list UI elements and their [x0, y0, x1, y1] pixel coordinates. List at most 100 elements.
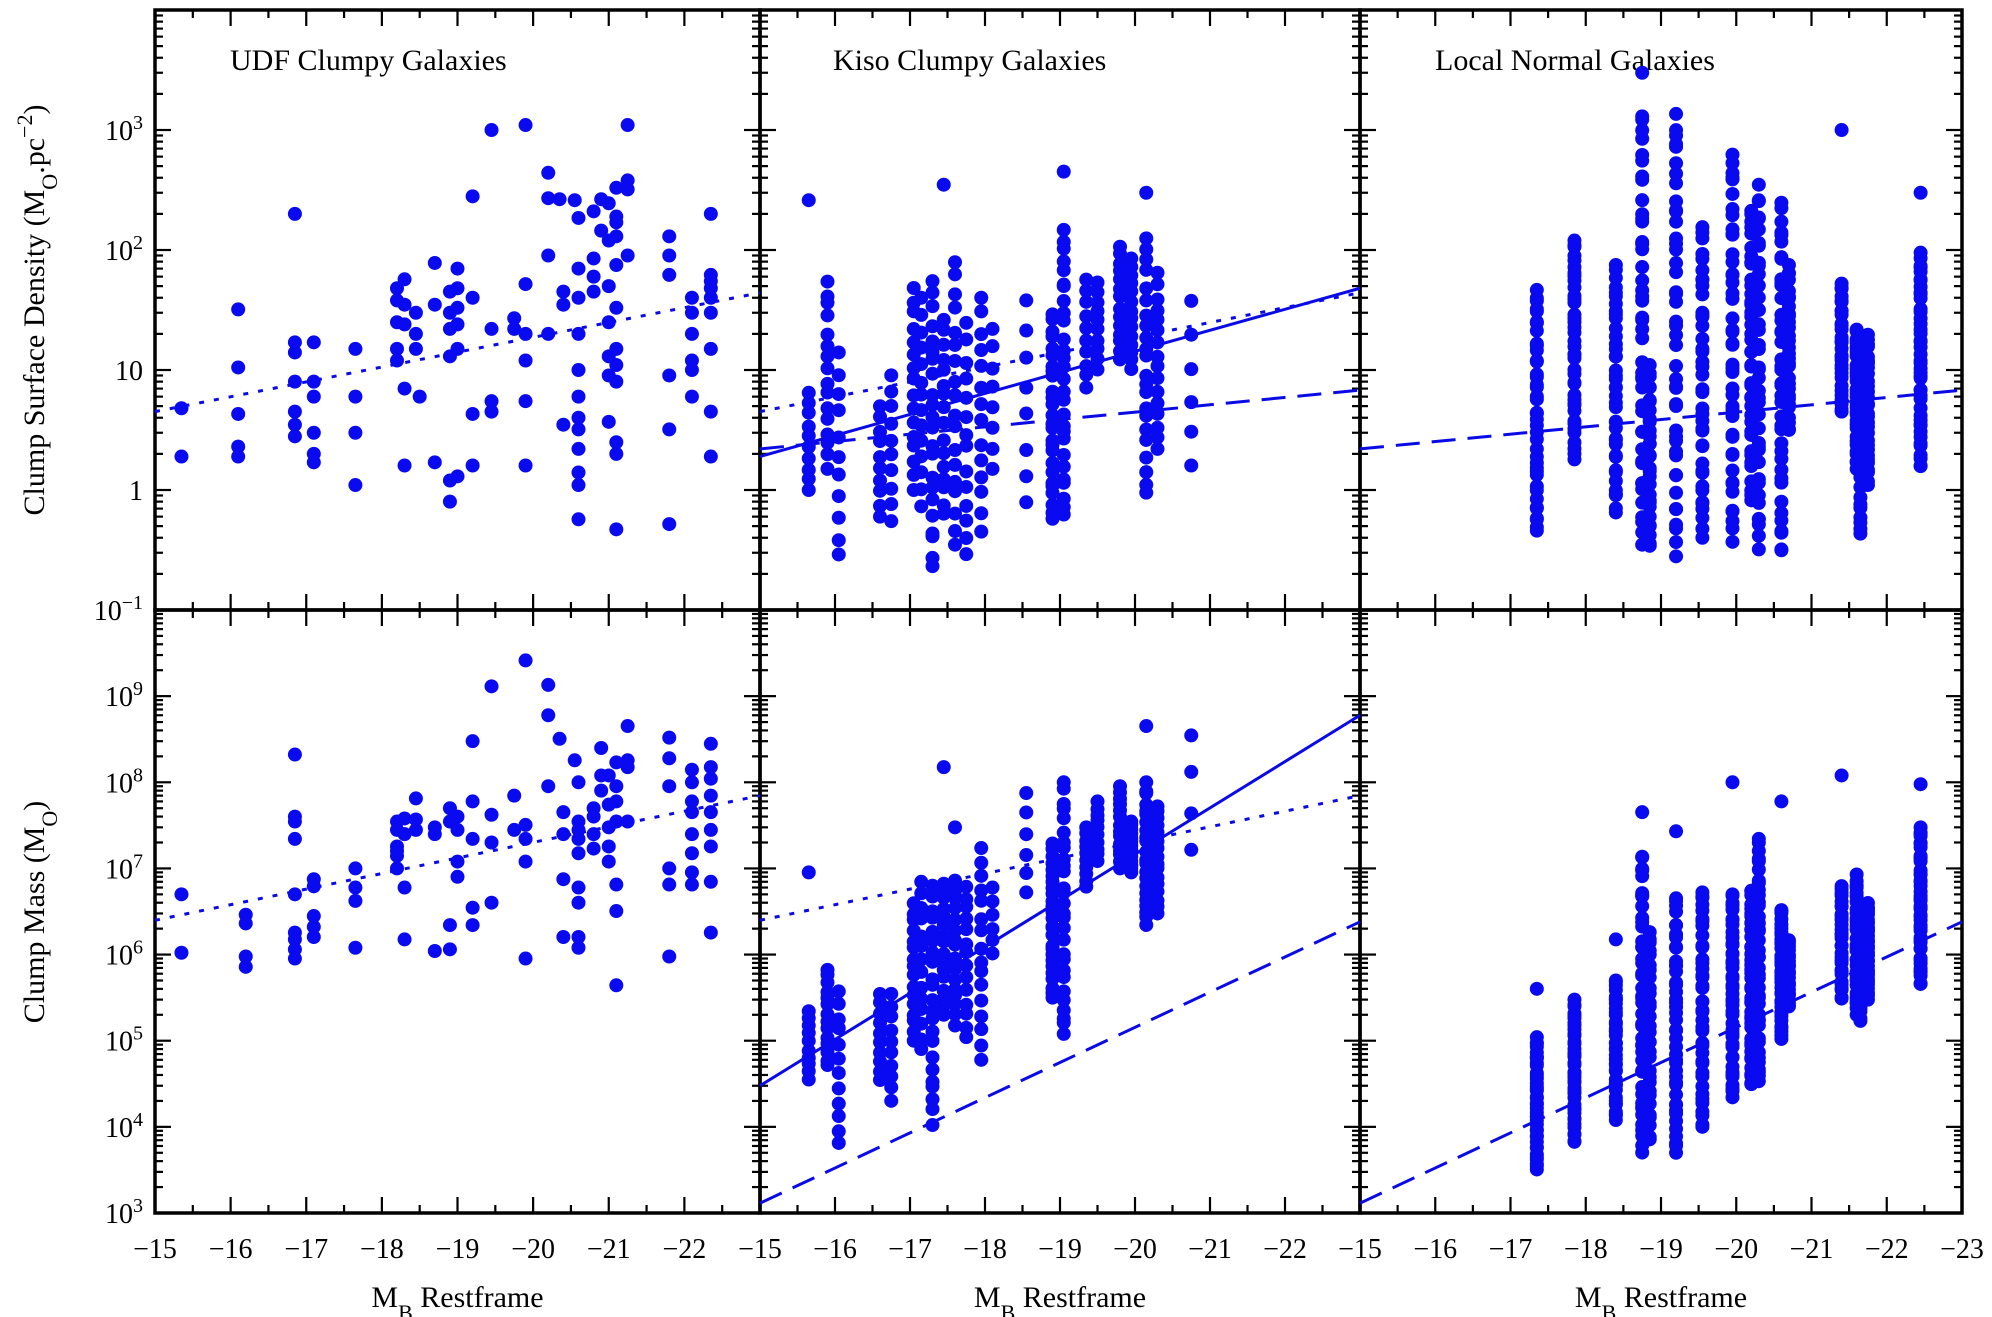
udf-mass-point — [518, 831, 533, 846]
kiso-mass-point — [1019, 885, 1034, 900]
local-density-point — [1725, 202, 1740, 217]
kiso-mass-point — [974, 955, 989, 970]
udf-density-point — [609, 257, 624, 272]
local-density-point — [1774, 214, 1789, 229]
local-mass-point — [1529, 981, 1544, 996]
udf-mass-point — [174, 887, 189, 902]
local-density-point — [1695, 247, 1710, 262]
kiso-density-point — [884, 384, 899, 399]
kiso-mass-point — [831, 996, 846, 1011]
local-density-point — [1669, 338, 1684, 353]
kiso-density-point — [1124, 362, 1139, 377]
x-tick-label: −20 — [511, 1234, 555, 1265]
kiso-mass-point — [925, 889, 940, 904]
udf-density-point — [348, 341, 363, 356]
kiso-density-point — [1019, 293, 1034, 308]
kiso-density-point — [925, 420, 940, 435]
kiso-mass-point — [974, 1052, 989, 1067]
udf-density-point — [552, 192, 567, 207]
kiso-density-point — [936, 498, 951, 513]
udf-mass-point — [703, 736, 718, 751]
x-tick-label: −21 — [1188, 1234, 1232, 1265]
local-density-point — [1669, 444, 1684, 459]
kiso-density-point — [925, 366, 940, 381]
local-density-point — [1751, 258, 1766, 273]
kiso-density-point — [1079, 380, 1094, 395]
kiso-density-point — [914, 418, 929, 433]
local-density-point — [1567, 416, 1582, 431]
kiso-density-point — [1090, 275, 1105, 290]
local-density-point — [1635, 123, 1650, 138]
kiso-mass-point — [873, 1064, 887, 1079]
fit-line-dashed — [759, 920, 1361, 1205]
kiso-density-point — [1139, 450, 1154, 465]
y-tick-label: 104 — [105, 1109, 143, 1144]
local-density-point — [1751, 455, 1766, 470]
kiso-density-point — [1079, 359, 1094, 374]
local-density-point — [1860, 349, 1875, 364]
udf-mass-point — [465, 918, 480, 933]
kiso-density-point — [873, 483, 887, 498]
kiso-density-point — [1056, 332, 1071, 347]
kiso-mass-point — [936, 760, 951, 775]
kiso-density-point — [820, 289, 835, 304]
kiso-mass-point — [925, 945, 940, 960]
kiso-mass-point — [959, 937, 974, 952]
kiso-density-point — [831, 450, 846, 465]
kiso-density-point — [1139, 252, 1154, 267]
udf-mass-point — [571, 895, 586, 910]
kiso-density-point — [1184, 458, 1199, 473]
udf-density-point — [484, 123, 499, 137]
kiso-density-point — [936, 177, 951, 192]
kiso-mass-point — [831, 1081, 846, 1096]
local-mass-point — [1642, 1009, 1657, 1024]
local-mass-point — [1849, 867, 1864, 882]
local-density-point — [1853, 510, 1868, 525]
y-tick-label: 105 — [105, 1023, 143, 1058]
kiso-density-point — [1139, 293, 1154, 308]
kiso-density-point — [936, 472, 951, 487]
local-density-point — [1725, 476, 1740, 491]
udf-mass-point — [306, 879, 321, 894]
kiso-mass-point — [831, 1096, 846, 1111]
kiso-density-point — [1150, 406, 1165, 421]
udf-mass-point — [594, 741, 609, 756]
udf-mass-point — [556, 929, 571, 944]
kiso-density-point — [959, 371, 974, 386]
udf-density-point — [287, 429, 302, 444]
local-mass-point — [1567, 992, 1582, 1007]
kiso-mass-point — [884, 1080, 899, 1095]
kiso-density-point — [1139, 432, 1154, 447]
kiso-mass-point — [1056, 1003, 1071, 1018]
kiso-density-point — [974, 412, 989, 427]
x-axis-title: MB Restframe — [1575, 1281, 1747, 1317]
local-density-point — [1913, 245, 1928, 260]
local-density-point — [1774, 195, 1789, 210]
udf-mass-point — [484, 895, 499, 910]
udf-mass-point — [306, 929, 321, 944]
udf-density-point — [306, 455, 321, 470]
udf-density-point — [571, 478, 586, 493]
x-axis-title: MB Restframe — [974, 1281, 1146, 1317]
udf-mass-point — [620, 814, 635, 829]
udf-mass-point — [571, 831, 586, 846]
local-density-point — [1529, 314, 1544, 329]
udf-mass-point — [541, 779, 556, 794]
local-mass-point — [1695, 938, 1710, 953]
kiso-density-point — [974, 506, 989, 521]
kiso-density-point — [801, 193, 816, 208]
kiso-density-point — [948, 537, 962, 552]
kiso-density-point — [1056, 222, 1071, 237]
kiso-mass-point — [974, 1038, 989, 1053]
local-density-point — [1669, 256, 1684, 271]
local-density-point — [1725, 286, 1740, 301]
local-density-point — [1751, 472, 1766, 487]
kiso-mass-point — [974, 893, 989, 908]
local-mass-point — [1695, 1065, 1710, 1080]
kiso-density-point — [820, 274, 835, 289]
kiso-density-point — [1056, 384, 1071, 399]
udf-mass-point — [703, 822, 718, 837]
local-mass-point — [1635, 863, 1650, 878]
kiso-density-point — [1056, 294, 1071, 309]
udf-mass-point — [390, 861, 404, 876]
